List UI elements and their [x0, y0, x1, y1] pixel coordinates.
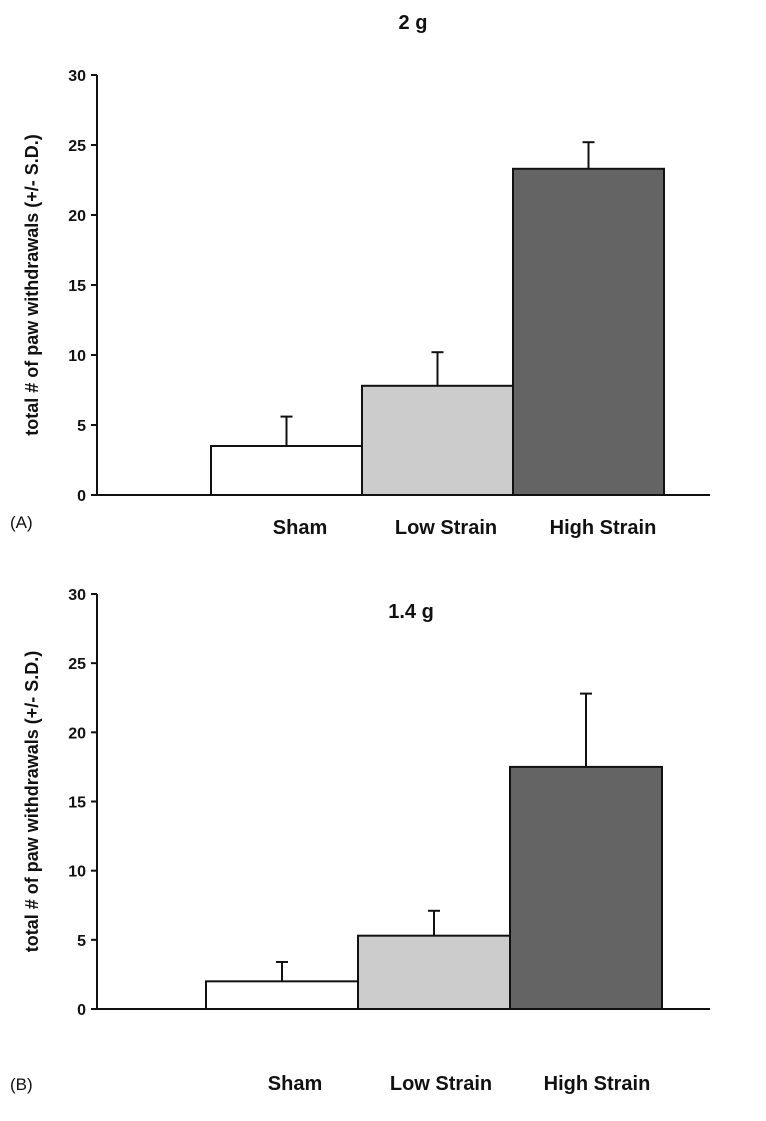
x-category-label: Low Strain [390, 1073, 492, 1095]
error-bar-high-strain [582, 141, 595, 169]
panel-label: (B) [10, 1075, 33, 1094]
y-axis-label: total # of paw withdrawals (+/- S.D.) [22, 134, 42, 436]
x-category-label: Sham [268, 1073, 322, 1095]
y-tick-label: 25 [68, 656, 86, 673]
error-bar-sham [280, 415, 293, 446]
bar-high-strain [512, 167, 665, 497]
error-bar-low-strain [428, 909, 440, 936]
y-tick-label: 15 [68, 795, 86, 812]
chart-panel-b: 1.4 g total # of paw withdrawals (+/- S.D… [0, 560, 766, 1120]
y-tick-label: 5 [77, 418, 86, 435]
error-bar-high-strain [580, 692, 592, 767]
chart-a-svg: 2 g total # of paw withdrawals (+/- S.D.)… [10, 12, 710, 539]
y-tick-label: 30 [68, 587, 86, 604]
x-category-label: Sham [273, 517, 327, 539]
y-tick-label: 15 [68, 278, 86, 295]
panel-label: (A) [10, 513, 33, 532]
bar-high-strain [509, 765, 663, 1010]
x-category-label: High Strain [544, 1073, 651, 1095]
chart-title: 1.4 g [388, 601, 434, 623]
bar-sham [205, 980, 359, 1011]
chart-title: 2 g [399, 12, 428, 34]
y-tick-label: 0 [77, 1002, 86, 1019]
error-bar-sham [276, 960, 288, 982]
x-category-label: High Strain [550, 517, 657, 539]
y-tick-label: 30 [68, 68, 86, 85]
y-tick-label: 20 [68, 725, 86, 742]
y-tick-label: 10 [68, 348, 86, 365]
chart-panel-a: 2 g total # of paw withdrawals (+/- S.D.)… [0, 0, 766, 560]
chart-b-svg: 1.4 g total # of paw withdrawals (+/- S.D… [10, 587, 710, 1095]
y-axis-label: total # of paw withdrawals (+/- S.D.) [22, 651, 42, 953]
y-tick-label: 0 [77, 488, 86, 505]
y-tick-label: 10 [68, 864, 86, 881]
x-category-label: Low Strain [395, 517, 497, 539]
bar-low-strain [361, 384, 514, 496]
y-tick-label: 25 [68, 138, 86, 155]
bar-sham [210, 445, 363, 496]
y-tick-label: 5 [77, 933, 86, 950]
y-tick-label: 20 [68, 208, 86, 225]
error-bar-low-strain [431, 351, 444, 386]
bar-low-strain [357, 934, 511, 1010]
